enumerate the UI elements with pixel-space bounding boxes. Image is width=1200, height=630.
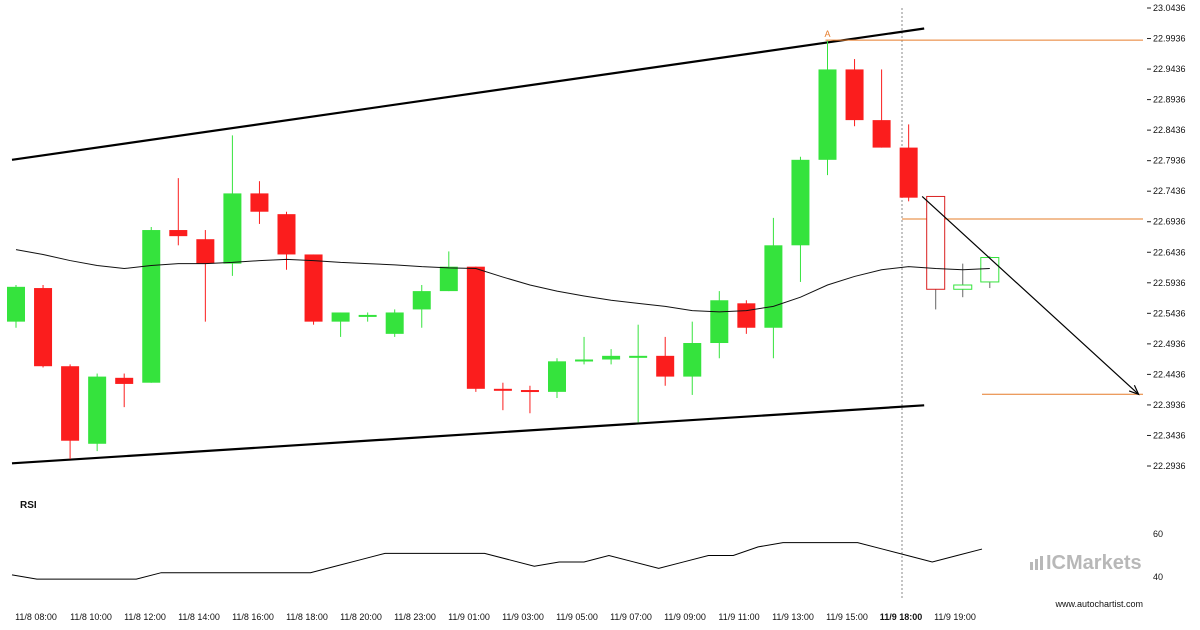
y-tick-label: 23.0436 [1153, 3, 1186, 13]
candle-body [277, 214, 296, 255]
y-tick-label: 22.3936 [1153, 400, 1186, 410]
candle-body [466, 266, 485, 389]
x-tick-label: 11/9 15:00 [826, 612, 868, 622]
y-tick-label: 22.6436 [1153, 247, 1186, 257]
y-tick-label: 22.7436 [1153, 186, 1186, 196]
candle-body [358, 314, 377, 317]
y-tick-label: 22.8436 [1153, 125, 1186, 135]
x-tick-label: 11/9 05:00 [556, 612, 598, 622]
candle-body [250, 193, 269, 212]
x-tick-label: 11/8 10:00 [70, 612, 112, 622]
candle-body [196, 239, 215, 264]
rsi-tick-label: 60 [1153, 529, 1163, 539]
candle-body [34, 288, 53, 367]
candle-body [115, 377, 134, 384]
peak-label: A [824, 29, 830, 39]
candle-body-current [980, 257, 1000, 283]
candle-body [710, 300, 729, 344]
x-tick-label: 11/9 18:00 [880, 612, 923, 622]
y-tick-label: 22.7936 [1153, 156, 1186, 166]
y-tick-label: 22.4936 [1153, 339, 1186, 349]
candle-body [223, 193, 242, 264]
candle-body [629, 355, 648, 358]
candle-body [169, 230, 188, 237]
candle-body [385, 312, 404, 334]
y-tick-label: 22.8936 [1153, 95, 1186, 105]
channel-lower-line [11, 404, 925, 465]
candle-body [439, 266, 458, 292]
candle-body [304, 254, 323, 322]
rsi-panel: RSI 60 40 [11, 500, 1163, 582]
candle-body [872, 120, 891, 148]
rsi-title: RSI [20, 500, 37, 511]
candle-body [656, 355, 675, 377]
brand-name: Markets [1066, 552, 1142, 574]
candle-body [899, 147, 918, 198]
x-tick-label: 11/8 18:00 [286, 612, 328, 622]
candle-body-current [926, 195, 946, 290]
brand-watermark: ICMarkets [1030, 552, 1142, 574]
moving-average-line [15, 249, 990, 313]
candle-body [548, 361, 566, 392]
y-tick-label: 22.2936 [1153, 461, 1186, 471]
candle-body [412, 291, 431, 310]
y-tick-label: 22.5436 [1153, 308, 1186, 318]
x-tick-label: 11/9 03:00 [502, 612, 544, 622]
forecast-arrow-head [1128, 384, 1140, 396]
candle-body [683, 343, 702, 377]
y-tick-label: 22.3436 [1153, 430, 1186, 440]
forecast-arrow-line [921, 196, 1139, 395]
candle-body [142, 230, 161, 383]
time-axis: 11/8 08:00 11/8 10:00 11/8 12:00 11/8 14:00… [15, 612, 976, 622]
x-tick-label: 11/9 13:00 [772, 612, 814, 622]
y-tick-label: 22.9436 [1153, 64, 1186, 74]
candle-body [764, 245, 783, 328]
candle-body-current [953, 284, 973, 290]
x-tick-label: 11/9 11:00 [718, 612, 759, 622]
x-tick-label: 11/9 01:00 [448, 612, 490, 622]
x-tick-label: 11/9 07:00 [610, 612, 652, 622]
y-tick-label: 22.6936 [1153, 217, 1186, 227]
candle-body [493, 388, 512, 391]
brand-prefix: IC [1046, 552, 1066, 574]
rsi-tick-label: 40 [1153, 572, 1163, 582]
candle-body [602, 355, 621, 360]
candle-body [7, 286, 25, 322]
channel-upper-line [11, 27, 925, 161]
y-tick-label: 22.9936 [1153, 34, 1186, 44]
candle-body [791, 159, 810, 246]
candle-body [61, 366, 80, 441]
price-axis: 23.0436 22.9936 22.9436 22.8936 22.8436 22.79… [1147, 3, 1186, 471]
x-tick-label: 11/9 09:00 [664, 612, 706, 622]
candle-body [575, 359, 594, 362]
y-tick-label: 22.4436 [1153, 369, 1186, 379]
site-url[interactable]: www.autochartist.com [1054, 599, 1143, 609]
x-tick-label: 11/8 08:00 [15, 612, 57, 622]
x-tick-label: 11/8 20:00 [340, 612, 382, 622]
candle-body [88, 376, 107, 444]
candle-body [737, 303, 756, 328]
site-link[interactable]: www.autochartist.com [1054, 599, 1143, 609]
candle-body [818, 69, 837, 160]
candle-body [520, 390, 539, 393]
x-tick-label: 11/8 14:00 [178, 612, 220, 622]
x-tick-label: 11/8 16:00 [232, 612, 274, 622]
x-tick-label: 11/9 19:00 [934, 612, 976, 622]
y-tick-label: 22.5936 [1153, 278, 1186, 288]
rsi-line [11, 542, 983, 580]
svg-text:ICMarkets: ICMarkets [1046, 552, 1142, 574]
ic-markets-bars-icon [1030, 556, 1043, 570]
candle-body [331, 312, 350, 322]
price-plot-area: A [7, 8, 1143, 600]
candle-body [845, 69, 864, 121]
x-tick-label: 11/8 23:00 [394, 612, 436, 622]
x-tick-label: 11/8 12:00 [124, 612, 166, 622]
